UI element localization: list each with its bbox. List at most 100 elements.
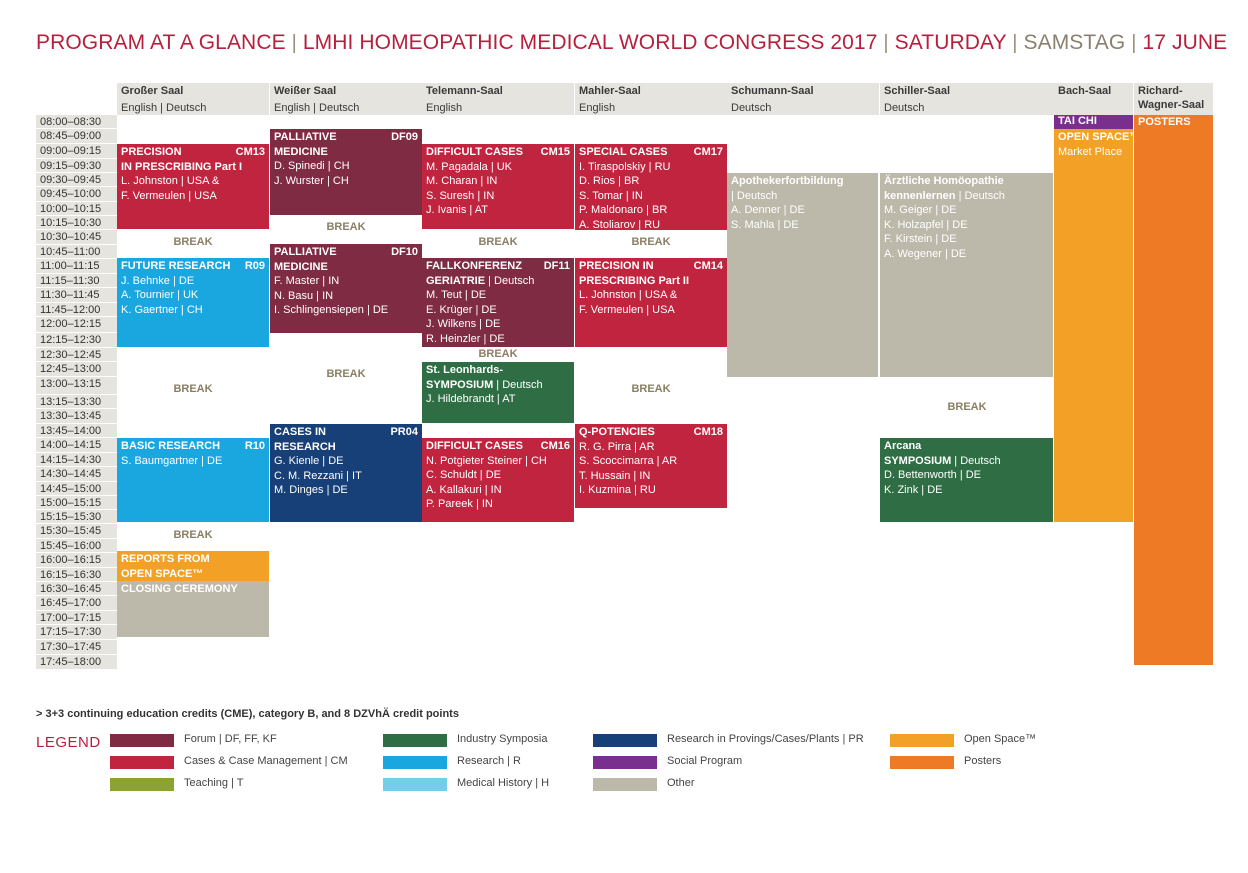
- session-aerztliche-homoeopathie[interactable]: Ärztliche Homöopathie kennenlernen | Deu…: [880, 173, 1053, 377]
- session-r10[interactable]: BASIC RESEARCH R10 S. Baumgartner | DE: [117, 438, 269, 522]
- session-df09[interactable]: PALLIATIVE DF09 MEDICINE D. Spinedi | CH …: [270, 129, 422, 215]
- legend-swatch: [383, 756, 447, 769]
- session-title: MEDICINE: [274, 145, 328, 158]
- speaker: A. Kallakuri | IN: [426, 483, 502, 496]
- session-title: REPORTS FROM: [121, 553, 210, 565]
- session-language: | Deutsch: [485, 274, 535, 287]
- legend-label: Industry Symposia: [457, 733, 548, 745]
- title-date: 17 JUNE: [1142, 31, 1228, 54]
- session-title: Ärztliche Homöopathie: [884, 175, 1004, 187]
- session-arcana-symposium[interactable]: Arcana SYMPOSIUM | Deutsch D. Bettenwort…: [880, 438, 1053, 522]
- room-name: Weißer Saal: [274, 85, 337, 97]
- speaker: F. Vermeulen | USA: [121, 189, 217, 202]
- time-slot: 13:30–13:45: [36, 409, 117, 424]
- time-slot: 17:45–18:00: [36, 655, 117, 670]
- room-language: English | Deutsch: [274, 102, 360, 114]
- time-slot: 11:45–12:00: [36, 303, 117, 317]
- speaker: C. Schuldt | DE: [426, 469, 501, 482]
- room-name: Großer Saal: [121, 85, 184, 97]
- session-df11[interactable]: FALLKONFERENZ DF11 GERIATRIE | Deutsch M.…: [422, 258, 574, 347]
- speaker: A. Denner | DE: [731, 204, 805, 217]
- title-saturday: SATURDAY: [894, 31, 1007, 54]
- session-code: CM15: [540, 146, 570, 158]
- time-slot: 11:00–11:15: [36, 259, 117, 274]
- speaker: M. Geiger | DE: [884, 204, 957, 217]
- speaker: R. Heinzler | DE: [426, 332, 505, 345]
- session-title: Arcana: [884, 440, 922, 452]
- time-slot: 11:30–11:45: [36, 288, 117, 303]
- speaker: S. Mahla | DE: [731, 218, 799, 231]
- legend-label: Social Program: [667, 755, 743, 767]
- session-title: FUTURE RESEARCH: [121, 260, 231, 272]
- speaker: T. Hussain | IN: [579, 469, 651, 482]
- time-slot: 12:45–13:00: [36, 362, 117, 377]
- session-closing-ceremony[interactable]: CLOSING CEREMONY: [117, 581, 269, 637]
- session-title: OPEN SPACE™: [1058, 131, 1133, 143]
- speaker: D. Rios | BR: [579, 175, 640, 188]
- session-apothekerfortbildung[interactable]: Apothekerfortbildung | Deutsch A. Denner…: [727, 173, 878, 377]
- session-cm16[interactable]: DIFFICULT CASES CM16 N. Potgieter Steiner…: [422, 438, 574, 522]
- break-label: BREAK: [326, 221, 366, 233]
- session-code: DF11: [543, 260, 570, 272]
- room-header: Großer Saal English | Deutsch: [117, 83, 269, 115]
- session-title: GERIATRIE: [426, 274, 486, 287]
- session-posters[interactable]: POSTERS: [1134, 115, 1213, 665]
- room-language: English: [426, 102, 463, 114]
- break-label: BREAK: [326, 368, 366, 380]
- time-slot: 09:45–10:00: [36, 187, 117, 202]
- session-code: CM16: [540, 440, 570, 452]
- session-title: CASES IN RESEARCH: [274, 426, 336, 453]
- session-cm13[interactable]: PRECISION CM13 IN PRESCRIBING Part I L. J…: [117, 144, 269, 229]
- speaker: J. Wurster | CH: [274, 174, 349, 187]
- session-df10[interactable]: PALLIATIVE DF10 MEDICINE F. Master | IN N…: [270, 244, 422, 333]
- session-reports-open-space[interactable]: REPORTS FROM OPEN SPACE™: [117, 551, 269, 581]
- session-cm14[interactable]: PRECISION IN CM14 PRESCRIBING Part II L. …: [575, 258, 727, 347]
- session-r09[interactable]: FUTURE RESEARCH R09 J. Behnke | DE A. Tou…: [117, 258, 269, 347]
- room-language: English: [579, 102, 616, 114]
- speaker: M. Pagadala | UK: [426, 160, 513, 173]
- speaker: C. M. Rezzani | IT: [274, 469, 362, 482]
- time-slot: 13:00–13:15: [36, 377, 117, 395]
- time-slot: 10:30–10:45: [36, 230, 117, 245]
- legend-label: Medical History | H: [457, 777, 550, 789]
- speaker: J. Wilkens | DE: [426, 318, 501, 331]
- session-tai-chi[interactable]: TAI CHI: [1054, 115, 1133, 129]
- legend-swatch: [383, 734, 447, 747]
- time-slot: 17:00–17:15: [36, 611, 117, 625]
- time-slot: 15:45–16:00: [36, 539, 117, 553]
- session-open-space[interactable]: OPEN SPACE™ Market Place: [1054, 129, 1133, 522]
- speaker: L. Johnston | USA &: [579, 289, 678, 302]
- session-st-leonhards-symposium[interactable]: St. Leonhards- SYMPOSIUM | Deutsch J. Hi…: [422, 362, 574, 423]
- time-slot: 11:15–11:30: [36, 274, 117, 288]
- speaker: P. Maldonaro | BR: [579, 204, 668, 217]
- time-slot: 10:00–10:15: [36, 202, 117, 216]
- legend-label: Posters: [964, 755, 1002, 767]
- break-label: BREAK: [173, 529, 213, 541]
- session-cm18[interactable]: Q-POTENCIES CM18 R. G. Pirra | AR S. Scoc…: [575, 424, 727, 508]
- session-code: R09: [244, 260, 265, 272]
- speaker: D. Spinedi | CH: [274, 160, 350, 173]
- speaker: J. Hildebrandt | AT: [426, 393, 516, 406]
- time-slot: 15:30–15:45: [36, 524, 117, 539]
- session-cm17[interactable]: SPECIAL CASES CM17 I. Tiraspolskiy | RU D…: [575, 144, 727, 230]
- room-name: Bach-Saal: [1058, 85, 1112, 97]
- speaker: M. Charan | IN: [426, 175, 498, 188]
- speaker: N. Basu | IN: [274, 289, 334, 302]
- session-subtitle: Market Place: [1058, 145, 1123, 158]
- room-name: Telemann-Saal: [426, 85, 503, 97]
- time-slot: 09:30–09:45: [36, 173, 117, 187]
- time-slot: 16:45–17:00: [36, 596, 117, 611]
- speaker: S. Suresh | IN: [426, 189, 495, 202]
- session-pr04[interactable]: CASES IN RESEARCH PR04 G. Kienle | DE C. …: [270, 424, 422, 522]
- legend-label: Open Space™: [964, 733, 1037, 745]
- session-title: FALLKONFERENZ: [426, 260, 522, 272]
- room-language: Deutsch: [731, 102, 772, 114]
- title-congress: LMHI HOMEOPATHIC MEDICAL WORLD CONGRESS …: [302, 31, 878, 54]
- session-cm15[interactable]: DIFFICULT CASES CM15 M. Pagadala | UK M. …: [422, 144, 574, 229]
- title-separator: |: [1012, 32, 1018, 54]
- legend-swatch: [593, 734, 657, 747]
- time-slot: 16:30–16:45: [36, 582, 117, 596]
- session-language: | Deutsch: [493, 378, 543, 391]
- speaker: F. Vermeulen | USA: [579, 303, 675, 316]
- session-code: CM18: [693, 426, 723, 438]
